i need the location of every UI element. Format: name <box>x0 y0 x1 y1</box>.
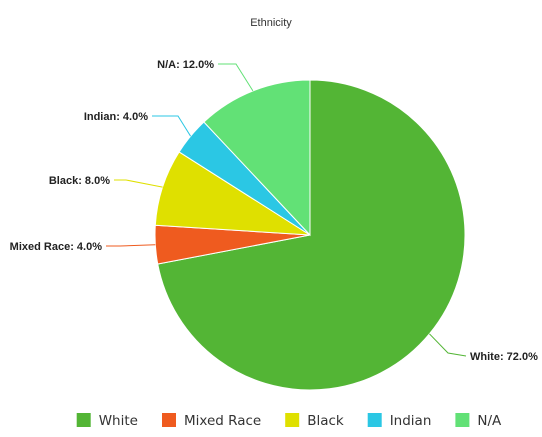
legend: White Mixed Race Black Indian N/A <box>76 413 502 429</box>
legend-label-mixed-race: Mixed Race <box>184 413 261 429</box>
label-connector-n-a <box>218 63 254 92</box>
legend-swatch-indian <box>367 413 382 427</box>
legend-swatch-white <box>76 413 91 427</box>
legend-item-indian[interactable]: Indian <box>367 413 432 429</box>
legend-swatch-black <box>285 413 300 427</box>
label-connector-black <box>114 179 163 188</box>
pie-slice-n-a[interactable] <box>203 79 311 237</box>
legend-label-indian: Indian <box>390 413 432 429</box>
slice-label-black: Black: 8.0% <box>49 175 110 187</box>
slice-labels: White: 72.0% Mixed Race: 4.0% Black: 8.0% I… <box>10 59 538 363</box>
legend-item-mixed-race[interactable]: Mixed Race <box>162 413 261 429</box>
slice-label-n-a: N/A: 12.0% <box>157 59 214 71</box>
legend-item-black[interactable]: Black <box>285 413 344 429</box>
legend-label-n-a: N/A <box>477 413 502 429</box>
chart-title: Ethnicity <box>250 17 292 29</box>
legend-swatch-mixed-race <box>162 413 176 427</box>
slice-label-mixed-race: Mixed Race: 4.0% <box>10 241 103 253</box>
label-connector-mixed-race <box>106 244 156 247</box>
pie-slices <box>154 79 466 391</box>
label-connector-white <box>429 333 467 357</box>
slice-label-white: White: 72.0% <box>470 351 538 363</box>
label-connector-indian <box>152 115 192 137</box>
legend-label-white: White <box>99 413 138 429</box>
legend-item-n-a[interactable]: N/A <box>455 413 502 429</box>
slice-label-indian: Indian: 4.0% <box>84 111 148 123</box>
legend-label-black: Black <box>307 413 344 429</box>
legend-item-white[interactable]: White <box>76 413 138 429</box>
legend-swatch-n-a <box>455 413 470 427</box>
